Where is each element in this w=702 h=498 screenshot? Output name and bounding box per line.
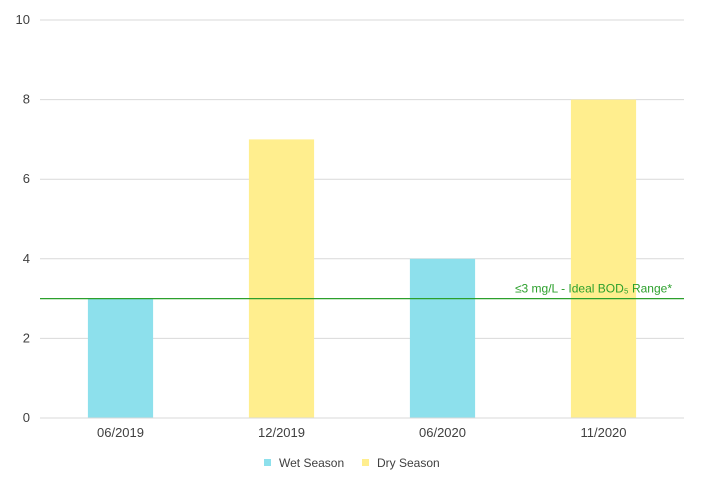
x-tick-label: 11/2020 <box>580 425 626 440</box>
x-tick-label: 12/2019 <box>258 425 305 440</box>
y-axis: 0 2 4 6 8 10 <box>16 12 30 425</box>
bar-12-2019 <box>248 139 315 418</box>
x-axis: 06/2019 12/2019 06/2020 11/2020 <box>40 417 684 440</box>
y-tick-label: 2 <box>23 330 30 345</box>
legend-swatch-dry <box>362 459 369 466</box>
legend-swatch-wet <box>264 459 271 466</box>
y-tick-label: 10 <box>16 12 30 27</box>
y-tick-label: 4 <box>23 251 30 266</box>
legend-label-wet: Wet Season <box>279 456 344 470</box>
y-tick-label: 8 <box>23 92 30 107</box>
bar-06-2019 <box>87 298 154 418</box>
bar-11-2020 <box>570 99 637 418</box>
bars <box>87 99 637 418</box>
y-tick-label: 0 <box>23 410 30 425</box>
reference-line-group: ≤3 mg/L - Ideal BOD₅ Range* <box>40 282 684 300</box>
bar-06-2020 <box>409 258 476 418</box>
legend: Wet Season Dry Season <box>264 456 440 470</box>
reference-line-label: ≤3 mg/L - Ideal BOD₅ Range* <box>515 282 672 296</box>
y-tick-label: 6 <box>23 171 30 186</box>
x-tick-label: 06/2020 <box>419 425 466 440</box>
x-tick-label: 06/2019 <box>97 425 144 440</box>
legend-label-dry: Dry Season <box>377 456 440 470</box>
